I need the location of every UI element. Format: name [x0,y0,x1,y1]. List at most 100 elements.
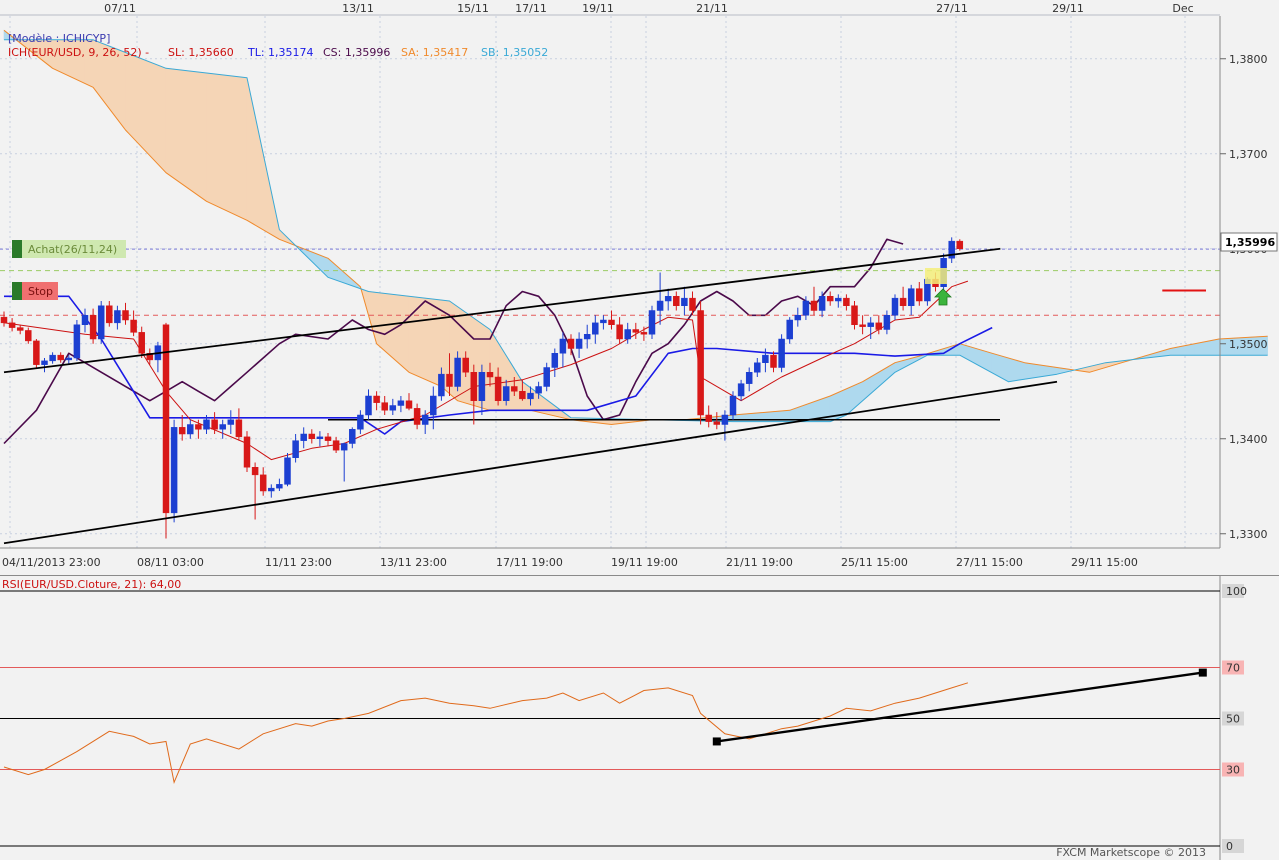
candle-body [770,354,777,368]
top-axis-label: 29/11 [1052,2,1084,15]
cloud-segment [198,71,207,202]
candle-body [316,436,324,440]
horizontal-levels [0,248,1220,421]
cloud-segment [230,75,240,217]
candle-body [41,360,48,365]
candle-body [835,297,842,302]
candle-body [875,322,883,330]
candle-body [592,322,599,335]
rsi-trendline-segment [716,671,1203,743]
cloud-segment [1032,363,1042,379]
sb-value: SB: 1,35052 [481,46,548,59]
cloud-segment [1024,362,1033,380]
cloud-segment [1210,338,1220,356]
candle-body [195,424,202,430]
candle-body [138,332,145,354]
rsi-level-box [1222,660,1244,675]
candle-body [826,296,834,302]
stop-tag[interactable]: Stop [12,282,58,300]
candle-body [551,353,559,368]
candle-body [446,373,453,387]
candle-body [454,357,461,387]
candle-body [211,419,218,430]
candle-body [146,353,154,361]
candle-body [340,443,348,451]
price-tick-label: 1,3500 [1229,338,1268,351]
candle-body [397,400,405,406]
candle-body [162,324,170,514]
candle-body [956,240,964,249]
cloud-segment [433,298,442,387]
rsi-level-label: 30 [1226,764,1240,777]
candle-body [640,332,648,335]
candle-body [97,305,105,340]
cloud-segment [376,292,385,352]
candle-body [494,376,502,401]
top-axis-label: Dec [1172,2,1193,15]
time-label: 25/11 15:00 [841,556,908,569]
candle-body [73,324,81,359]
cloud-segment [400,294,410,373]
candle-body [883,315,891,330]
sa-value: SA: 1,35417 [401,46,468,59]
cloud-segment [1016,359,1025,381]
trendlines [3,247,1058,545]
rsi-level-box [1222,839,1244,853]
candle-body [867,322,874,327]
kijun-sen-line [4,295,993,435]
candle-body [430,395,437,416]
time-label: 13/11 23:00 [380,556,447,569]
buy-signal-marker [925,268,952,306]
rsi-line [3,682,969,784]
cloud-segment [125,51,134,140]
time-axis: 04/11/2013 23:00 08/11 03:00 11/11 23:00… [0,547,1220,569]
candle-body [405,400,413,409]
candle-body [786,319,793,340]
candle-body [689,297,696,311]
price-tick-label: 1,3300 [1229,528,1268,541]
candle-body [65,357,73,361]
cloud-segment [173,68,183,185]
rsi-trendline-handle [712,737,721,746]
candle-body [170,427,178,514]
candle-body [219,424,226,430]
top-axis-label: 15/11 [457,2,489,15]
candle-body [535,386,542,394]
candle-body [737,383,745,397]
trendline [3,380,1058,545]
price-panel: [Modèle : ICHICYP] ICH(EUR/USD, 9, 26, 5… [0,16,1268,548]
candle-body [357,414,364,430]
achat-tag[interactable]: Achat(26/11,24) [12,240,126,258]
candle-body [8,322,16,328]
price-tick-label: 1,3800 [1229,53,1268,66]
candle-body [373,395,380,403]
candle-body [664,296,672,302]
candle-body [673,296,680,306]
candle-body [413,408,421,425]
candle-body [57,354,64,361]
senkou-span-a-line [3,29,1268,425]
ich-name: ICH(EUR/USD, 9, 26, 52) - [8,46,149,59]
cloud-segment [1008,357,1017,383]
candle-body [891,297,899,316]
candle-body [818,296,826,311]
candle-body [332,440,340,451]
candle-body [697,310,704,416]
candle-body [575,338,583,349]
candle-body [324,436,332,441]
candle-body [365,395,372,416]
candle-body [389,405,397,411]
candle-body [486,372,494,378]
candle-body [227,419,235,425]
candle-body [705,414,712,422]
candle-body [681,297,688,306]
footer-credit: FXCM Marketscope © 2013 [1056,846,1206,859]
price-tick-label: 1,3700 [1229,148,1268,161]
time-label: 04/11/2013 23:00 [2,556,101,569]
candle-body [308,433,316,439]
cloud-segment [408,295,418,377]
rsi-level-label: 0 [1226,840,1233,853]
candle-body [713,421,721,425]
rsi-series-line [3,682,969,784]
time-label: 21/11 19:00 [726,556,793,569]
